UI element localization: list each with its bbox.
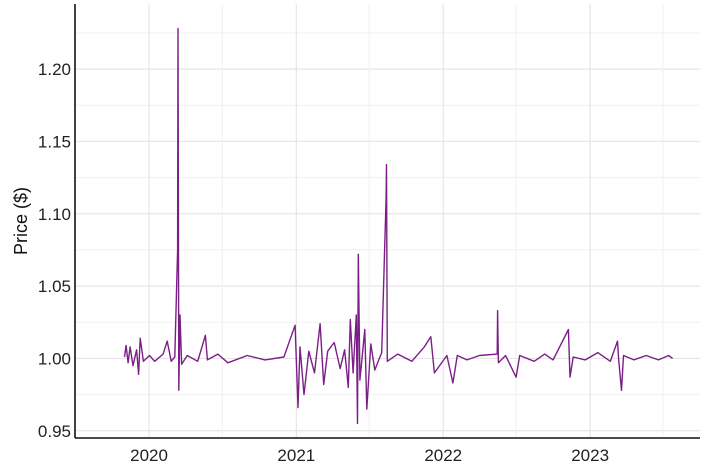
x-tick-labels: 2020 2021 2022 2023 bbox=[130, 446, 609, 465]
gridlines bbox=[75, 4, 700, 438]
y-tick-label: 1.00 bbox=[38, 349, 71, 368]
y-tick-label: 1.15 bbox=[38, 132, 71, 151]
y-tick-label: 1.20 bbox=[38, 60, 71, 79]
y-tick-labels: 0.95 1.00 1.05 1.10 1.15 1.20 bbox=[38, 60, 71, 441]
x-tick-label: 2020 bbox=[130, 446, 168, 465]
y-tick-label: 0.95 bbox=[38, 422, 71, 441]
x-tick-label: 2023 bbox=[571, 446, 609, 465]
axes bbox=[74, 4, 700, 439]
series-layer bbox=[123, 27, 674, 425]
y-tick-label: 1.05 bbox=[38, 277, 71, 296]
x-tick-label: 2021 bbox=[277, 446, 315, 465]
price-series-line bbox=[123, 27, 674, 425]
y-tick-label: 1.10 bbox=[38, 205, 71, 224]
y-axis-title: Price ($) bbox=[11, 187, 31, 255]
x-tick-label: 2022 bbox=[424, 446, 462, 465]
